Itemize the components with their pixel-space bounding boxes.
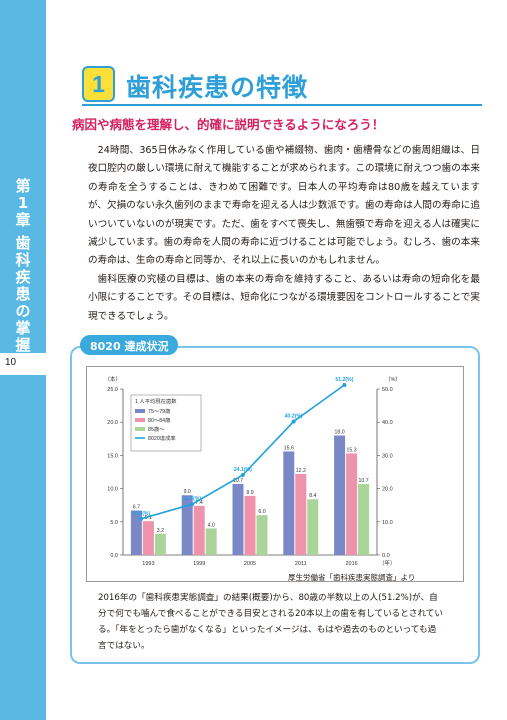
line-value-label: 51.2(%) bbox=[335, 377, 353, 383]
chapter-char: 歯 bbox=[15, 234, 31, 252]
line-value-label: 10.9(%) bbox=[132, 511, 150, 517]
bar-80～84歳 bbox=[295, 473, 307, 555]
bar-value-label: 7.4 bbox=[196, 500, 203, 506]
chart-frame: （本） （%） 0.0 5.0 10.0 15.0 20.0 25.0 0.0 10.0 20.0 3… bbox=[86, 366, 464, 582]
bar-85歳～ bbox=[307, 499, 319, 555]
x-tick-label: 2011 bbox=[295, 561, 307, 567]
bar-85歳～ bbox=[358, 483, 370, 555]
page-number-box bbox=[0, 353, 46, 375]
section-number: 1 bbox=[82, 66, 115, 102]
y-right-tick-label: 30.0 bbox=[382, 453, 393, 459]
legend-swatch bbox=[135, 418, 145, 422]
bar-80～84歳 bbox=[142, 521, 154, 555]
chapter-char: の bbox=[15, 302, 31, 320]
x-tick-label: 2005 bbox=[244, 561, 256, 567]
chapter-char: 科 bbox=[15, 251, 31, 269]
legend-label: 85歳～ bbox=[148, 425, 165, 433]
y-left-unit: （本） bbox=[104, 375, 121, 383]
bar-value-label: 15.6 bbox=[284, 445, 294, 451]
bar-75～79歳 bbox=[232, 483, 244, 555]
legend-label: 8020達成率 bbox=[148, 434, 176, 442]
bar-85歳～ bbox=[154, 533, 166, 555]
bar-value-label: 6.0 bbox=[258, 509, 265, 515]
y-left-tick-label: 0.0 bbox=[110, 553, 118, 559]
legend-label: 75～79歳 bbox=[148, 407, 171, 415]
y-left-tick-label: 15.0 bbox=[107, 453, 118, 459]
line-point bbox=[291, 419, 296, 424]
legend-swatch bbox=[135, 427, 145, 431]
bar-value-label: 8.9 bbox=[246, 490, 253, 496]
y-right-tick-label: 50.0 bbox=[382, 387, 393, 393]
line-value-label: 15.3(%) bbox=[183, 496, 201, 502]
chapter-char: 第 bbox=[15, 177, 31, 195]
line-point bbox=[342, 383, 347, 388]
bar-value-label: 12.2 bbox=[296, 468, 306, 474]
y-left-tick-label: 25.0 bbox=[107, 387, 118, 393]
chart-source: 厚生労働省「歯科疾患実態調査」より bbox=[288, 573, 416, 582]
chapter-char: 掌 bbox=[15, 319, 31, 337]
bar-85歳～ bbox=[256, 515, 268, 555]
bar-75～79歳 bbox=[181, 495, 193, 555]
page-number: 10 bbox=[5, 357, 17, 368]
chapter-char: 握 bbox=[15, 336, 31, 354]
body-paragraph: 歯科医療の究極の目標は、歯の本来の寿命を維持すること、あるいは寿命の短命化を最小… bbox=[88, 273, 480, 322]
x-unit: （年） bbox=[379, 559, 396, 567]
x-tick-label: 1993 bbox=[142, 561, 154, 567]
y-right-tick-label: 20.0 bbox=[382, 487, 393, 493]
y-right-unit: （%） bbox=[385, 376, 401, 383]
title-divider bbox=[82, 104, 482, 106]
chapter-char: 患 bbox=[15, 285, 31, 303]
bar-value-label: 8.4 bbox=[309, 493, 316, 499]
chart: （本） （%） 0.0 5.0 10.0 15.0 20.0 25.0 0.0 10.0 20.0 3… bbox=[104, 375, 401, 567]
section-subtitle: 病因や病態を理解し、的確に説明できるようになろう！ bbox=[72, 117, 385, 132]
bar-value-label: 9.0 bbox=[184, 489, 191, 495]
y-right-tick-label: 40.0 bbox=[382, 420, 393, 426]
line-value-label: 40.2(%) bbox=[285, 414, 303, 420]
legend-title: 1 人平均現在歯数 bbox=[135, 397, 177, 405]
y-left-tick-label: 5.0 bbox=[110, 520, 118, 526]
bar-value-label: 15.3 bbox=[347, 447, 357, 453]
bar-value-label: 10.7 bbox=[233, 478, 243, 484]
bar-80～84歳 bbox=[244, 495, 256, 555]
legend-swatch bbox=[135, 409, 145, 413]
line-point bbox=[139, 516, 144, 521]
section-title: 歯科疾患の特徴 bbox=[126, 73, 309, 102]
x-tick-label: 1999 bbox=[193, 561, 205, 567]
bar-75～79歳 bbox=[130, 510, 142, 555]
bar-75～79歳 bbox=[283, 451, 295, 555]
body-paragraph: 24時間、365日休みなく作用している歯や補綴物、歯肉・歯槽骨などの歯周組織は、… bbox=[88, 145, 480, 267]
y-right-tick-label: 0.0 bbox=[382, 553, 390, 559]
legend-label: 80～84歳 bbox=[148, 416, 171, 424]
figure-caption: 2016年の「歯科疾患実態調査」の結果(概要)から、80歳の半数以上の人(51.… bbox=[98, 593, 443, 651]
x-tick-label: 2016 bbox=[345, 561, 357, 567]
bar-value-label: 4.0 bbox=[208, 522, 215, 528]
chapter-char: 章 bbox=[15, 211, 31, 229]
bar-80～84歳 bbox=[193, 505, 205, 555]
line-value-label: 24.1(%) bbox=[234, 467, 252, 473]
y-right-tick-label: 10.0 bbox=[382, 520, 393, 526]
line-point bbox=[190, 502, 194, 507]
bar-value-label: 6.7 bbox=[133, 505, 140, 511]
bar-75～79歳 bbox=[334, 435, 346, 555]
bar-value-label: 10.7 bbox=[359, 478, 369, 484]
bar-85歳～ bbox=[205, 528, 217, 555]
line-point bbox=[240, 472, 245, 477]
bar-value-label: 18.0 bbox=[335, 429, 345, 435]
bar-value-label: 5.1 bbox=[145, 515, 152, 521]
chapter-char: 1 bbox=[17, 194, 29, 212]
bar-80～84歳 bbox=[346, 453, 358, 555]
y-left-tick-label: 10.0 bbox=[107, 487, 118, 493]
legend-box bbox=[130, 394, 202, 452]
chapter-char: 疾 bbox=[15, 268, 31, 286]
bar-value-label: 3.2 bbox=[157, 528, 164, 534]
y-left-tick-label: 20.0 bbox=[107, 420, 118, 426]
body-text: 24時間、365日休みなく作用している歯や補綴物、歯肉・歯槽骨などの歯周組織は、… bbox=[88, 142, 480, 326]
figure-box-label: 8020 達成状況 bbox=[80, 335, 179, 355]
